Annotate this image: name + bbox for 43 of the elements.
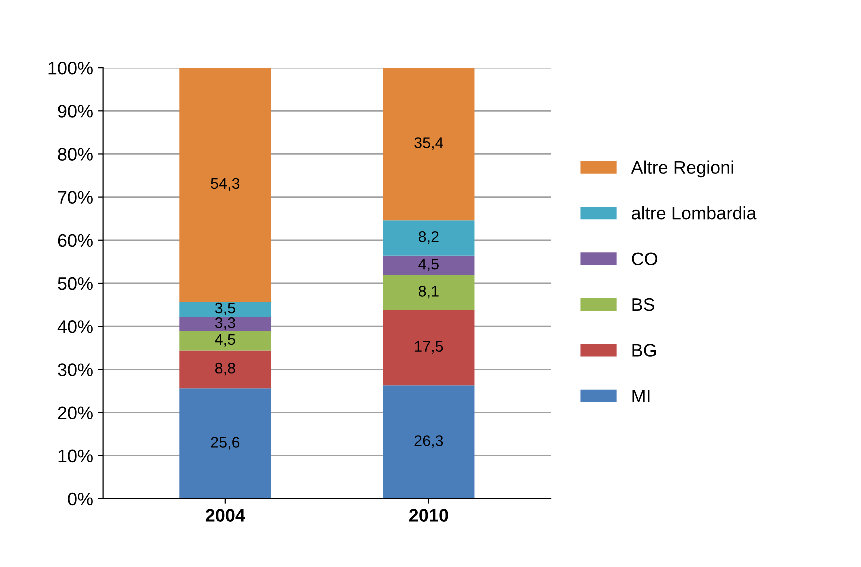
y-tick-label: 100% [48,62,93,75]
legend-label: altre Lombardia [632,206,757,220]
bar [180,350,272,389]
legend-label: CO [632,252,658,266]
data-label: 25,6 [211,437,240,450]
legend-label: BS [632,298,655,312]
y-tick-label: 70% [58,191,93,204]
data-label: 8,1 [418,286,439,299]
data-label: 3,3 [215,318,236,330]
x-tick-label: 2010 [409,509,448,522]
bar [383,386,475,499]
data-label: 8,8 [215,362,236,376]
data-label: 26,3 [414,436,444,448]
data-label: 17,5 [415,341,444,354]
data-label: 3,5 [215,302,236,316]
y-tick-label: 60% [58,234,93,248]
data-label: 54,3 [211,178,240,191]
legend-label: BG [632,344,656,357]
y-tick-label: 10% [58,450,93,463]
legend-label: MI [632,390,650,402]
bar [383,220,475,256]
x-tick-label: 2004 [206,509,246,522]
bar [180,68,272,302]
data-label: 4,5 [215,334,236,347]
data-label: 35,4 [414,138,444,150]
y-tick-label: 90% [58,105,93,118]
bar [383,275,475,310]
bar [383,256,475,276]
bar [383,310,475,386]
bar [180,331,272,351]
y-tick-label: 0% [68,492,93,506]
legend-label: Altre Regioni [631,160,734,178]
data-label: 4,5 [418,259,439,272]
y-tick-label: 30% [58,364,93,376]
y-tick-label: 40% [58,320,93,334]
y-tick-label: 80% [58,148,93,161]
bar [180,388,272,499]
data-label: 8,2 [418,232,439,244]
y-tick-label: 50% [58,277,93,290]
y-tick-label: 20% [58,406,93,420]
bar [383,68,475,221]
bar [180,317,272,332]
bar [180,302,272,318]
